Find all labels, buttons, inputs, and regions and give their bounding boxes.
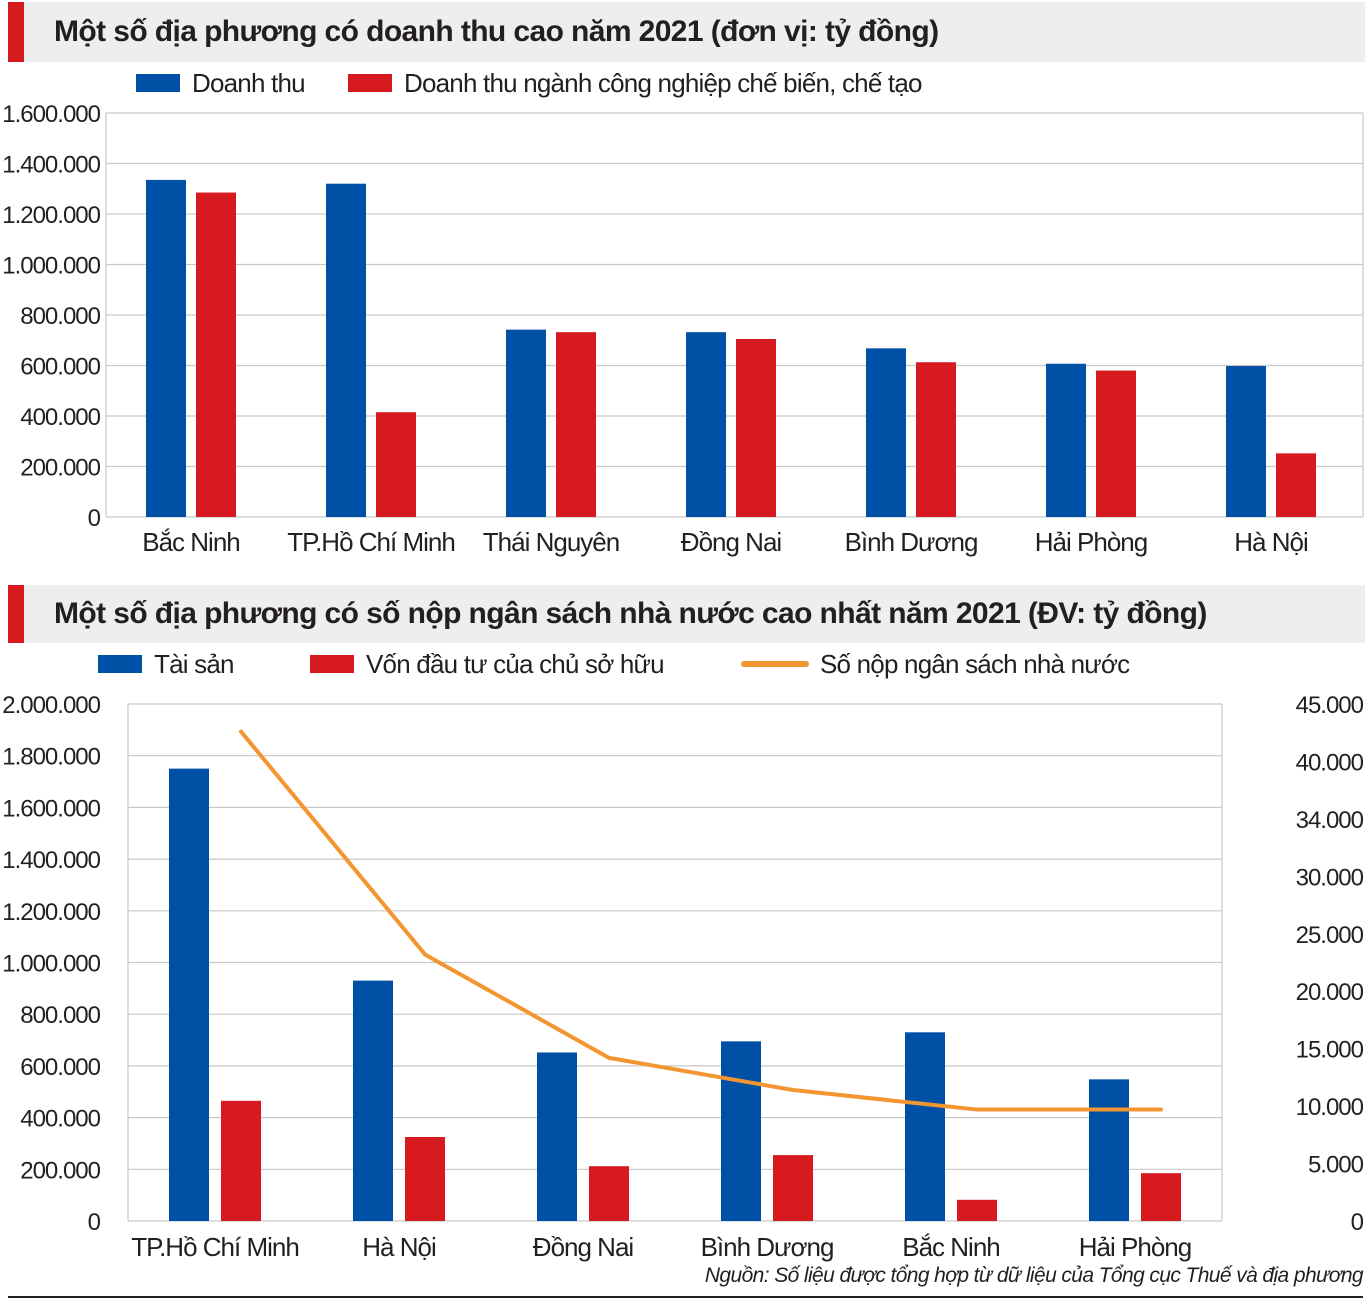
chart1-title-accent: [8, 2, 24, 62]
chart1-category-label: Bắc Ninh: [142, 527, 240, 557]
chart1-category-label: Hải Phòng: [1035, 527, 1147, 557]
chart1-ytick-label: 1.400.000: [2, 152, 100, 179]
chart1-ytick-label: 1.000.000: [2, 253, 100, 280]
chart1-category-label: Đồng Nai: [681, 527, 782, 557]
chart1-bar-revenue: [686, 332, 726, 517]
chart2-bar-owner-equity: [589, 1166, 629, 1221]
chart2-y2tick-label: 30.000: [1296, 864, 1364, 891]
chart1-ytick-label: 800.000: [20, 303, 100, 330]
chart2-y2tick-label: 20.000: [1296, 979, 1364, 1006]
chart2-legend-swatch: [98, 655, 142, 673]
chart2-legend-label: Vốn đầu tư của chủ sở hữu: [366, 649, 664, 679]
chart2-bar-owner-equity: [1141, 1173, 1181, 1221]
chart1-ytick-label: 1.200.000: [2, 202, 100, 229]
chart2-title-bar: Một số địa phương có số nộp ngân sách nh…: [8, 585, 1365, 643]
chart2-category-label: TP.Hồ Chí Minh: [131, 1232, 299, 1262]
chart1-bar-manufacturing: [196, 192, 236, 517]
chart1-ytick-label: 400.000: [20, 404, 100, 431]
chart2-legend-swatch: [310, 655, 354, 673]
chart2-y2tick-label: 40.000: [1296, 749, 1364, 776]
chart2-ytick-label: 1.800.000: [2, 744, 100, 771]
chart1-ytick-label: 600.000: [20, 354, 100, 381]
chart2-bar-owner-equity: [957, 1199, 997, 1221]
chart1-bar-revenue: [326, 183, 366, 517]
chart1-category-label: Bình Dương: [845, 527, 978, 557]
chart2-ytick-label: 1.400.000: [2, 847, 100, 874]
chart1-bar-revenue: [1226, 366, 1266, 517]
chart2-ytick-label: 200.000: [20, 1157, 100, 1184]
chart2-y2tick-label: 34.000: [1296, 807, 1364, 834]
chart1-category-label: TP.Hồ Chí Minh: [287, 527, 455, 557]
chart2-ytick-label: 400.000: [20, 1106, 100, 1133]
chart2-budget-chart: 0 200.000 400.000 600.000 800.000 1.000.000 1.…: [2, 649, 1364, 1262]
chart1-bar-revenue: [506, 329, 546, 517]
chart2-category-label: Hải Phòng: [1079, 1232, 1191, 1262]
source-note: Nguồn: Số liệu được tổng hợp từ dữ liệu …: [704, 1264, 1364, 1287]
chart2-category-label: Đồng Nai: [533, 1232, 634, 1262]
chart2-ytick-label: 1.200.000: [2, 899, 100, 926]
chart1-legend-label: Doanh thu ngành công nghiệp chế biến, ch…: [404, 68, 922, 98]
chart1-bar-revenue: [146, 179, 186, 517]
chart2-title: Một số địa phương có số nộp ngân sách nh…: [54, 597, 1207, 630]
chart2-category-label: Bắc Ninh: [902, 1232, 1000, 1262]
chart2-bar-assets: [169, 768, 209, 1221]
chart1-bar-manufacturing: [1276, 453, 1316, 517]
chart1-bar-revenue: [1046, 363, 1086, 517]
chart2-category-label: Hà Nội: [362, 1232, 436, 1262]
chart2-bar-owner-equity: [221, 1100, 261, 1221]
chart2-ytick-label: 600.000: [20, 1054, 100, 1081]
chart1-legend-swatch: [136, 74, 180, 92]
chart1-category-label: Hà Nội: [1234, 527, 1308, 557]
bottom-divider: [8, 1296, 1363, 1298]
chart1-bar-manufacturing: [736, 338, 776, 517]
chart2-ytick-label: 0: [88, 1209, 101, 1236]
chart2-y2tick-label: 45.000: [1296, 692, 1364, 719]
chart1-title: Một số địa phương có doanh thu cao năm 2…: [54, 15, 939, 48]
chart2-bar-assets: [905, 1032, 945, 1221]
chart1-category-label: Thái Nguyên: [483, 527, 619, 557]
chart1-bar-manufacturing: [1096, 370, 1136, 517]
chart2-y2tick-label: 5.000: [1308, 1152, 1364, 1179]
chart2-bar-assets: [1089, 1079, 1129, 1221]
chart1-ytick-label: 1.600.000: [2, 101, 100, 128]
chart2-ytick-label: 1.600.000: [2, 795, 100, 822]
chart2-y2tick-label: 10.000: [1296, 1094, 1364, 1121]
chart2-legend-label: Tài sản: [154, 649, 234, 679]
chart2-bar-assets: [721, 1041, 761, 1221]
chart1-bar-revenue: [866, 348, 906, 517]
chart2-ytick-label: 800.000: [20, 1002, 100, 1029]
chart1-bar-manufacturing: [556, 332, 596, 517]
chart1-bar-manufacturing: [916, 362, 956, 517]
chart1-bar-manufacturing: [376, 412, 416, 517]
chart2-category-label: Bình Dương: [701, 1232, 834, 1262]
chart2-y2tick-label: 25.000: [1296, 922, 1364, 949]
chart2-bar-owner-equity: [773, 1155, 813, 1221]
chart1-revenue-chart: 0 200.000 400.000 600.000 800.000 1.000.000 1.…: [2, 68, 1364, 557]
chart2-ytick-label: 1.000.000: [2, 951, 100, 978]
chart2-ytick-label: 2.000.000: [2, 692, 100, 719]
chart1-title-bar: Một số địa phương có doanh thu cao năm 2…: [8, 2, 1365, 62]
chart1-ytick-label: 200.000: [20, 455, 100, 482]
chart2-title-accent: [8, 585, 24, 643]
chart1-legend-swatch: [348, 74, 392, 92]
chart2-y2tick-label: 0: [1351, 1209, 1364, 1236]
chart1-legend-label: Doanh thu: [192, 68, 305, 98]
chart2-legend-label: Số nộp ngân sách nhà nước: [820, 649, 1130, 679]
chart2-bar-assets: [537, 1052, 577, 1221]
chart1-ytick-label: 0: [88, 505, 101, 532]
chart2-budget-line: [239, 729, 1163, 1112]
chart2-bar-owner-equity: [405, 1136, 445, 1221]
chart2-bar-assets: [353, 980, 393, 1221]
chart2-y2tick-label: 15.000: [1296, 1037, 1364, 1064]
